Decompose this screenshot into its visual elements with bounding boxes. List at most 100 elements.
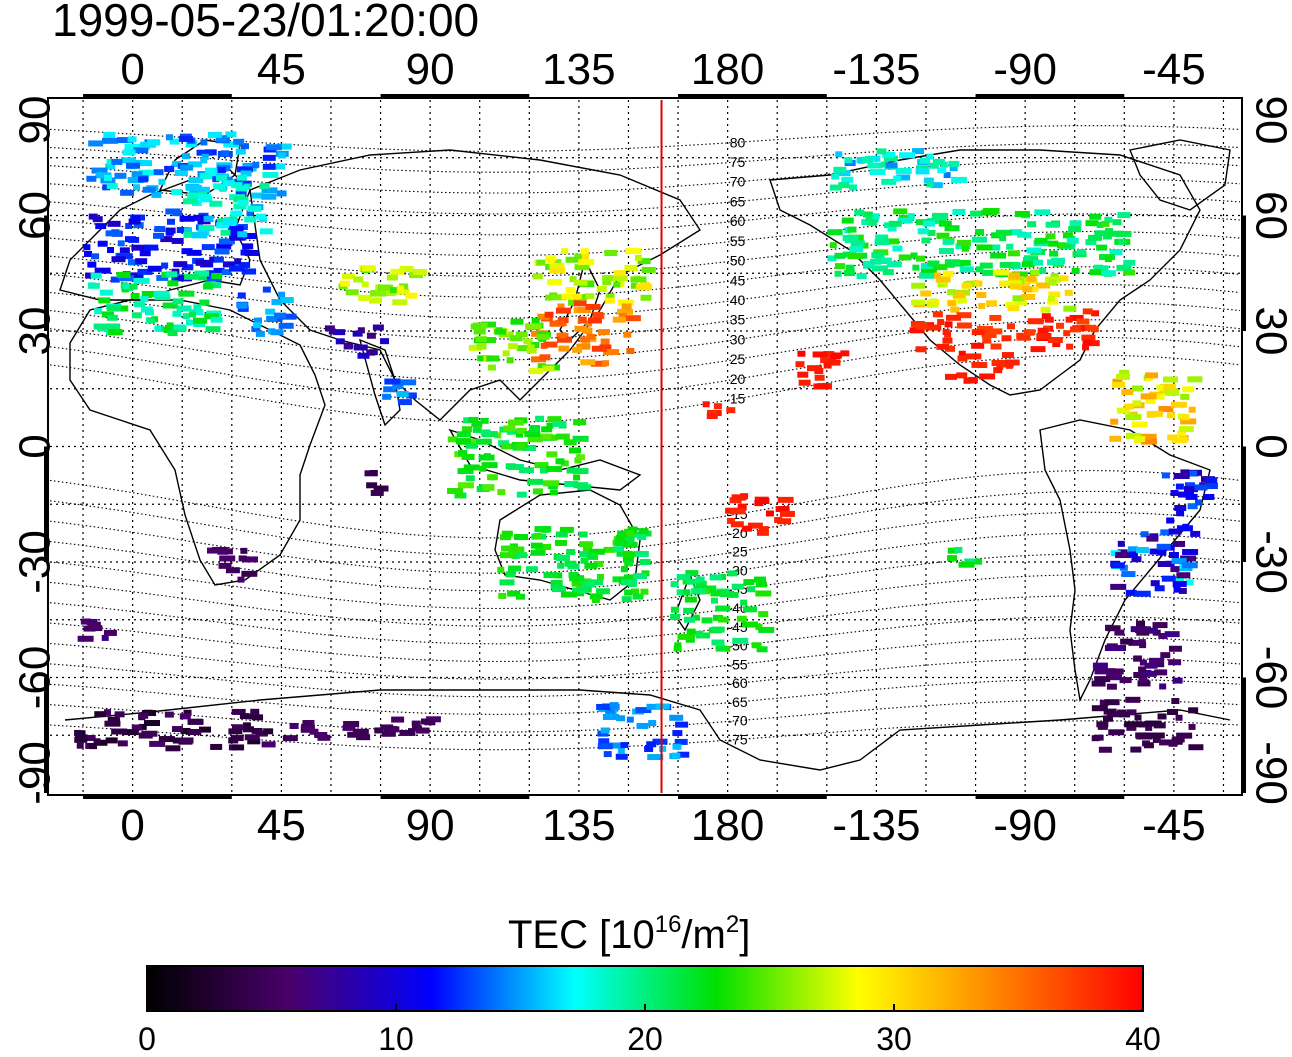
tec-point <box>1091 680 1106 687</box>
tec-point <box>465 442 478 449</box>
tec-point <box>528 368 543 375</box>
tec-point <box>797 371 809 378</box>
tec-point <box>711 626 725 633</box>
magnetic-contour <box>50 511 1240 574</box>
tec-point <box>568 571 579 578</box>
tec-point <box>187 161 202 168</box>
tec-point <box>1172 580 1187 587</box>
tec-point <box>1131 421 1148 428</box>
tec-point <box>713 410 722 417</box>
tec-point <box>282 735 298 742</box>
tec-point <box>581 340 590 347</box>
tec-point <box>572 346 583 353</box>
tec-point <box>131 724 142 731</box>
tec-point <box>1175 714 1183 721</box>
tec-point <box>918 272 935 279</box>
tec-point <box>131 312 142 319</box>
tec-point <box>958 350 966 357</box>
tec-point <box>956 312 972 319</box>
tec-point <box>581 581 596 588</box>
tec-point <box>1185 579 1194 586</box>
tec-point <box>880 257 892 264</box>
magnetic-contour <box>50 301 1240 361</box>
tec-point <box>637 258 651 265</box>
tec-point <box>1185 493 1198 500</box>
tec-point <box>510 318 524 325</box>
colorbar-title-end: ] <box>739 913 751 957</box>
tec-point <box>1036 282 1051 289</box>
tec-point <box>1187 503 1198 510</box>
tec-point <box>880 161 888 168</box>
tec-point <box>1168 552 1179 559</box>
tec-point <box>509 335 523 342</box>
tec-point <box>674 642 682 649</box>
colorbar-title-unit-exponent: 2 <box>725 911 740 938</box>
tec-point <box>163 326 173 333</box>
tec-point <box>519 467 535 474</box>
tec-point <box>482 484 495 491</box>
tec-point <box>989 314 1002 321</box>
colorbar-title: TEC [1016/m2] <box>508 902 750 958</box>
tec-point <box>478 454 495 461</box>
tec-point <box>455 491 464 498</box>
tec-point <box>185 141 196 148</box>
tec-point <box>1085 220 1099 227</box>
tec-point <box>1116 407 1130 414</box>
magnetic-contour-label: -60 <box>727 675 747 691</box>
tec-point <box>617 281 625 288</box>
tec-point <box>555 307 571 314</box>
tec-point <box>392 382 404 389</box>
tec-point <box>237 292 246 299</box>
tec-point <box>989 328 1003 335</box>
tec-point <box>591 596 600 603</box>
tec-point <box>613 546 625 553</box>
tec-point <box>1062 232 1073 239</box>
tec-point <box>937 167 947 174</box>
magnetic-contour-label: 65 <box>730 193 746 209</box>
tec-point <box>335 338 345 345</box>
tec-point <box>585 293 595 300</box>
tec-point <box>1110 418 1119 425</box>
magnetic-contour-label: 30 <box>730 331 746 347</box>
border-segment <box>975 94 1125 99</box>
tec-point <box>1136 733 1153 740</box>
tec-point <box>115 305 129 312</box>
tec-point <box>765 510 774 517</box>
magnetic-contour <box>50 615 1240 663</box>
tec-point <box>107 220 121 227</box>
tec-point <box>101 137 118 144</box>
tec-point <box>1140 531 1149 538</box>
tec-point <box>103 131 116 138</box>
tec-point <box>216 174 228 181</box>
tec-point <box>797 350 806 357</box>
tec-point <box>549 320 565 327</box>
tec-point <box>463 464 480 471</box>
tec-point <box>673 645 682 652</box>
tec-point <box>400 379 417 386</box>
tec-point <box>644 745 654 752</box>
tec-point <box>133 147 149 154</box>
tec-point <box>231 182 243 189</box>
tec-point <box>845 264 855 271</box>
lon-tick-label: 90 <box>406 45 455 94</box>
tec-point <box>956 322 972 329</box>
tec-point <box>383 386 397 393</box>
tec-point <box>104 709 112 716</box>
tec-point <box>1144 627 1158 634</box>
tec-point <box>473 328 486 335</box>
tec-point <box>1188 707 1199 714</box>
tec-point <box>951 176 968 183</box>
tec-point <box>731 494 747 501</box>
tec-point <box>975 558 983 565</box>
tec-point <box>604 297 615 304</box>
tec-point <box>621 596 632 603</box>
tec-point <box>302 719 315 726</box>
tec-point <box>977 362 988 369</box>
tec-point <box>542 365 555 372</box>
tec-point <box>1089 269 1104 276</box>
tec-point <box>417 727 430 734</box>
tec-point <box>1093 265 1109 272</box>
tec-point <box>111 158 123 165</box>
tec-point <box>154 294 171 301</box>
lon-tick-label: 135 <box>542 45 615 94</box>
